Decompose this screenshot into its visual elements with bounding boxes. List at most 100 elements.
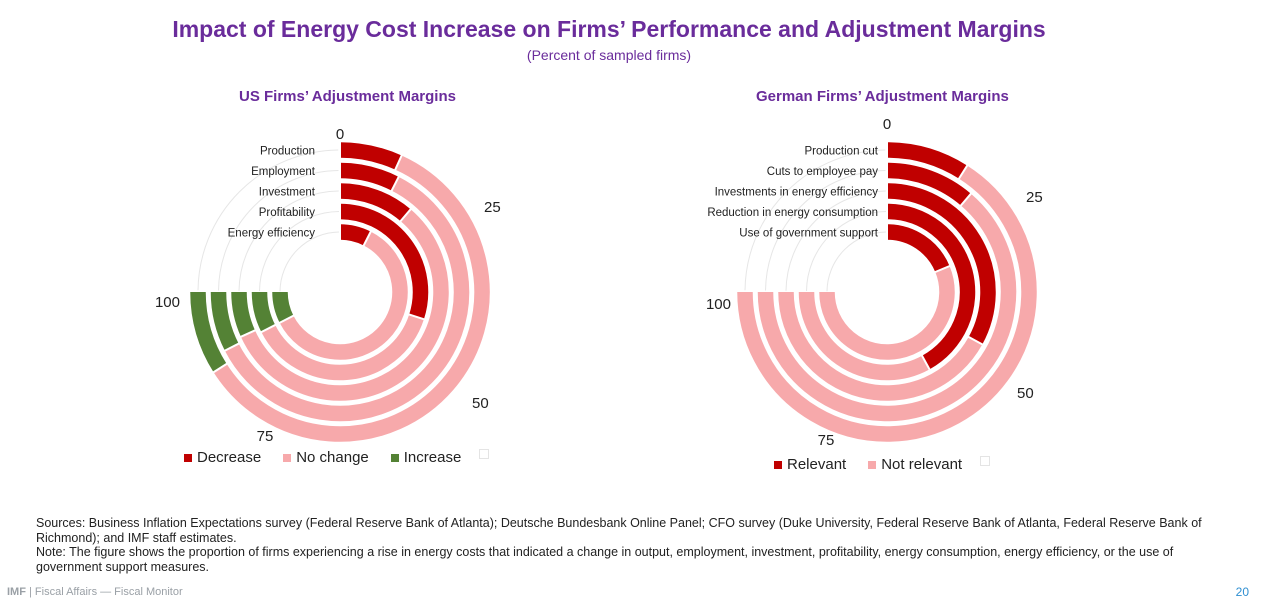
bar-investments-in-energy-efficiency-not-relevant [778,291,983,401]
legend-label-relevant: Relevant [787,456,847,473]
axis-tick-50: 50 [1017,385,1034,402]
axis-tick-100: 100 [155,294,180,311]
category-label-production: Production [260,146,315,158]
legend-swatch-not-relevant [868,460,877,469]
footer-text: | Fiscal Affairs — Fiscal Monitor [25,586,183,598]
bar-separator [959,192,973,207]
bar-investment-increase [231,291,256,337]
bar-reduction-in-energy-consumption-relevant [886,203,976,370]
bar-reduction-in-energy-consumption-not-relevant [798,291,930,381]
bar-production-cut-not-relevant [737,165,1037,442]
us-legend: Decrease No change Increase [184,449,490,466]
bar-separator [393,154,403,171]
bar-separator [967,335,984,346]
bar-employment-decrease [339,162,399,191]
bar-production-increase [190,291,227,373]
bar-investment-no-change [240,209,449,401]
bar-investments-in-energy-efficiency-relevant [886,183,996,345]
bar-cuts-to-employee-pay-not-relevant [757,193,1017,422]
legend-label-no-change: No change [296,449,369,466]
grid-track [218,170,339,291]
bar-profitability-increase [251,291,276,333]
grid-tracks [197,149,340,292]
bar-separator [407,313,426,321]
grid-track [279,231,340,292]
legend-label-not-relevant: Not relevant [881,456,963,473]
bar-separator [399,207,413,223]
axis-tick-50: 50 [472,395,489,412]
category-label-cuts-to-employee-pay: Cuts to employee pay [767,166,878,178]
us-radial-chart: Production Employment Investment Profitabil… [155,126,501,445]
axis-tick-0: 0 [883,116,891,133]
bar-energy-efficiency-decrease [339,224,371,246]
category-label-employment: Employment [251,166,316,178]
grid-track [197,149,339,291]
sources-text: Sources: Business Inflation Expectations… [36,516,1202,545]
category-label-energy-efficiency: Energy efficiency [228,228,316,240]
bar-energy-efficiency-increase [272,291,294,323]
source-notes: Sources: Business Inflation Expectations… [36,516,1231,574]
bar-profitability-decrease [339,203,429,320]
german-radial-chart: Production cut Cuts to employee pay Invest… [706,116,1043,449]
legend-item-increase: Increase [390,449,462,466]
bar-investment-decrease [339,183,411,222]
axis-tick-25: 25 [1026,189,1043,206]
grid-track [785,190,886,291]
axis-tick-100: 100 [706,296,731,313]
legend-item-not-relevant: Not relevant [868,456,962,473]
note-text: Note: The figure shows the proportion of… [36,545,1174,574]
bar-separator [239,329,257,339]
page-subtitle: (Percent of sampled firms) [526,47,692,63]
bar-employment-no-change [224,176,470,422]
grid-track [765,170,886,291]
grid-track [259,211,339,291]
bar-separator [223,342,240,353]
grid-track [806,211,886,291]
bar-separator [957,164,969,181]
bar-separator [212,362,229,374]
category-label-use-of-government-support: Use of government support [739,228,879,240]
page-title: Impact of Energy Cost Increase on Firms’… [172,16,1046,42]
legend-swatch-increase [390,453,399,462]
axis-tick-75: 75 [818,432,835,449]
axis-tick-25: 25 [484,199,501,216]
german-legend: Relevant Not relevant [774,456,991,473]
category-label-profitability: Profitability [259,207,315,219]
legend-swatch-no-change [283,453,292,462]
legend-swatch-relevant [774,460,782,469]
bar-separator [390,175,401,192]
page-number: 20 [1235,585,1249,599]
bar-separator [260,323,277,334]
bar-use-of-government-support-not-relevant [819,266,955,360]
bar-production-decrease [339,142,402,170]
legend-end-box [980,456,991,466]
us-chart-title: US Firms’ Adjustment Margins [239,88,456,105]
footer-brand: IMF [7,586,26,598]
german-chart-title: German Firms’ Adjustment Margins [756,88,1009,105]
bar-cuts-to-employee-pay-relevant [886,162,971,206]
category-label-reduction-in-energy-consumption: Reduction in energy consumption [707,207,878,219]
legend-item-decrease: Decrease [184,449,261,466]
bar-separator [278,314,295,325]
legend-label-increase: Increase [403,449,462,466]
legend-item-relevant: Relevant [774,456,846,473]
bar-employment-increase [210,291,239,351]
footer: IMF | Fiscal Affairs — Fiscal Monitor [7,586,183,598]
bar-separator [362,230,373,247]
legend-item-no-change: No change [283,449,369,466]
grid-tracks [744,149,887,292]
category-label-production-cut: Production cut [804,146,878,158]
category-label-investments-in-energy-efficiency: Investments in energy efficiency [715,187,879,199]
bar-use-of-government-support-relevant [886,224,950,273]
bar-separator [920,354,931,371]
legend-swatch-decrease [184,453,192,462]
grid-track [744,149,886,291]
bar-production-cut-relevant [886,142,968,179]
grid-track [826,231,887,292]
bar-separator [933,264,951,274]
bar-profitability-no-change [261,314,424,381]
grid-track [238,190,339,291]
legend-end-box [479,449,490,459]
bar-energy-efficiency-no-change [279,231,408,360]
